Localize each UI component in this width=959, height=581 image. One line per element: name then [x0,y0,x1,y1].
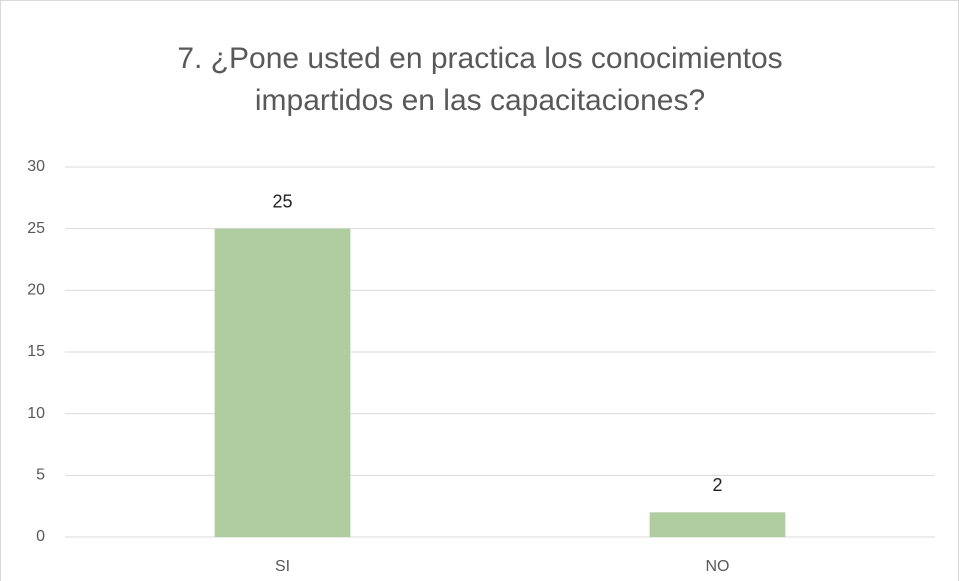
x-tick-label: NO [706,558,730,575]
y-tick-label: 20 [27,282,45,299]
y-tick-label: 30 [27,158,45,175]
y-tick-label: 25 [27,220,45,237]
bar [649,512,786,537]
y-tick-label: 15 [27,343,45,360]
data-label: 2 [712,475,722,495]
chart-title: 7. ¿Pone usted en practica los conocimie… [177,42,783,117]
data-label: 25 [272,191,292,211]
y-tick-label: 5 [36,467,45,484]
bar [214,228,351,537]
y-tick-label: 10 [27,405,45,422]
y-tick-label: 0 [36,528,45,545]
x-tick-label: SI [275,558,290,575]
